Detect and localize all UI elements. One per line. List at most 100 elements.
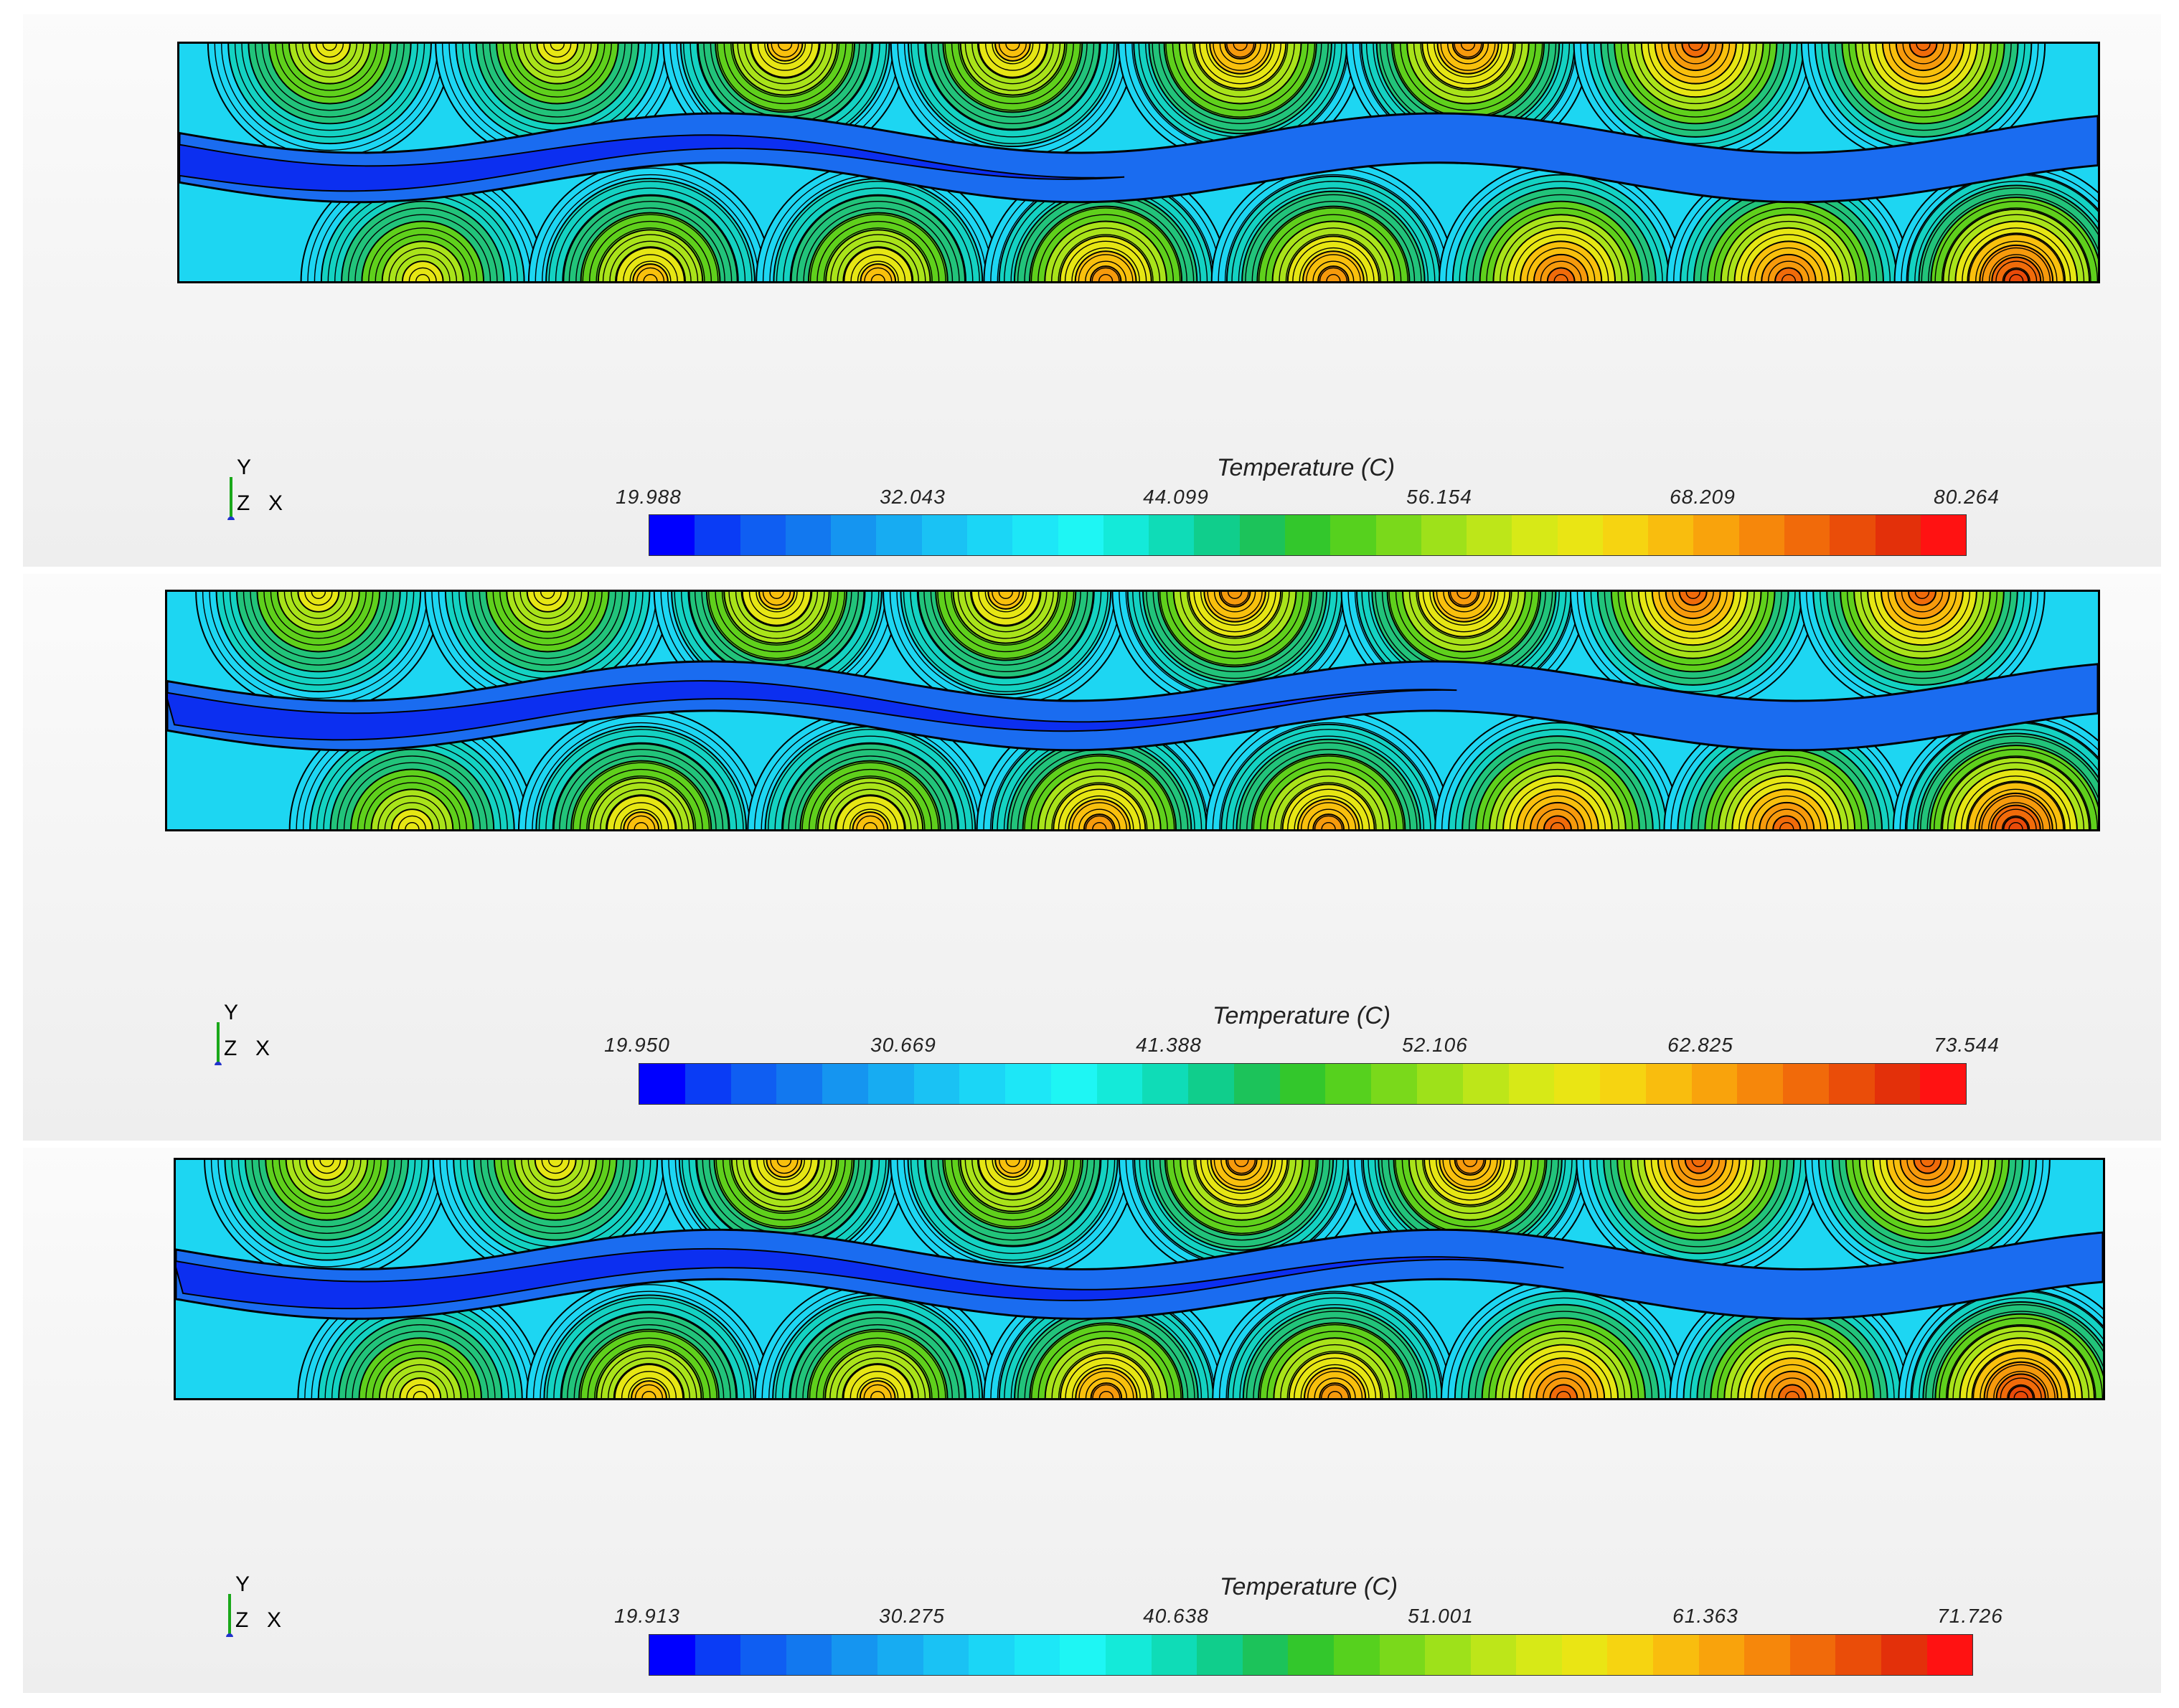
colorbar-segment <box>1333 1635 1380 1675</box>
colorbar-segment <box>1012 515 1058 555</box>
colorbar-segment <box>1284 515 1331 555</box>
axis-label-y: Y <box>224 1001 239 1024</box>
colorbar-tick: 44.099 <box>1143 486 1209 508</box>
colorbar-segment <box>1783 1064 1829 1104</box>
colorbar-segment <box>876 515 922 555</box>
colorbar-segment <box>1462 1064 1509 1104</box>
axis-label-y: Y <box>237 456 252 479</box>
colorbar-segment <box>877 1635 923 1675</box>
viewport-panel-3[interactable]: Y Z X Temperature (C) 19.913 30.275 40.6… <box>23 1148 2161 1693</box>
colorbar-segment <box>832 1635 877 1675</box>
colorbar-segment <box>1096 1064 1143 1104</box>
viewport-panel-2[interactable]: Y Z X Temperature (C) 19.950 30.669 41.3… <box>23 574 2161 1141</box>
axis-label-y: Y <box>235 1572 250 1596</box>
colorbar-segment <box>923 1635 969 1675</box>
colorbar-tick: 56.154 <box>1406 486 1472 508</box>
colorbar-segment <box>1920 1064 1967 1104</box>
colorbar-tick: 52.106 <box>1402 1034 1468 1056</box>
axis-label-z: Z <box>224 1037 237 1060</box>
colorbar-tick: 30.275 <box>879 1605 945 1627</box>
colorbar-tick: 61.363 <box>1672 1605 1738 1627</box>
colorbar-segment <box>1417 1064 1463 1104</box>
temperature-colorbar <box>639 1063 1967 1105</box>
colorbar-segment <box>740 1635 786 1675</box>
colorbar-segment <box>1607 1635 1654 1675</box>
colorbar-segment <box>785 515 832 555</box>
colorbar-tick: 19.950 <box>604 1034 670 1056</box>
colorbar-segment <box>1920 515 1967 555</box>
colorbar-segment <box>1467 515 1512 555</box>
colorbar-segment <box>1881 1635 1927 1675</box>
temperature-contour-plot <box>174 1158 2105 1400</box>
colorbar-tick: 68.209 <box>1670 486 1736 508</box>
colorbar-tick: 19.988 <box>616 486 682 508</box>
colorbar-segment <box>1425 1635 1471 1675</box>
colorbar-segment <box>1561 1635 1608 1675</box>
colorbar-segment <box>649 1635 695 1675</box>
colorbar-segment <box>1050 1064 1097 1104</box>
colorbar-segment <box>1828 1064 1875 1104</box>
colorbar-segment <box>959 1064 1006 1104</box>
colorbar-segment <box>1691 1064 1738 1104</box>
colorbar-segment <box>730 1064 777 1104</box>
colorbar-segment <box>1014 1635 1060 1675</box>
colorbar-segment <box>1103 515 1149 555</box>
colorbar-segment <box>1875 515 1921 555</box>
colorbar-tick: 19.913 <box>614 1605 680 1627</box>
colorbar-segment <box>1789 1635 1836 1675</box>
viewport-panel-1[interactable]: Y Z X Temperature (C) 19.988 32.043 44.0… <box>23 14 2161 567</box>
axis-label-x: X <box>255 1037 270 1060</box>
colorbar-segment <box>776 1064 823 1104</box>
colorbar-tick: 62.825 <box>1667 1034 1733 1056</box>
colorbar-segment <box>1188 1064 1234 1104</box>
colorbar-segment <box>1375 515 1421 555</box>
colorbar-segment <box>1279 1064 1326 1104</box>
colorbar-segment <box>1830 515 1876 555</box>
axis-triad-icon: Y Z X <box>189 1001 276 1065</box>
colorbar-segment <box>1239 515 1285 555</box>
colorbar-title: Temperature (C) <box>1212 1002 1391 1029</box>
axis-label-z: Z <box>235 1608 249 1632</box>
colorbar-segment <box>1242 1635 1289 1675</box>
colorbar-segment <box>1554 1064 1601 1104</box>
colorbar-segment <box>1421 515 1467 555</box>
colorbar-segment <box>1645 1064 1692 1104</box>
colorbar-segment <box>1835 1635 1882 1675</box>
colorbar-segment <box>1653 1635 1699 1675</box>
colorbar-segment <box>1600 1064 1646 1104</box>
temperature-colorbar <box>649 1634 1973 1676</box>
colorbar-segment <box>1698 1635 1745 1675</box>
axis-label-x: X <box>267 1608 282 1632</box>
colorbar-tick: 30.669 <box>870 1034 936 1056</box>
colorbar-segment <box>1648 515 1694 555</box>
colorbar-segment <box>1194 515 1240 555</box>
colorbar-segment <box>1926 1635 1973 1675</box>
colorbar-tick: 32.043 <box>880 486 946 508</box>
colorbar-segment <box>1738 515 1785 555</box>
colorbar-segment <box>1149 515 1195 555</box>
colorbar-segment <box>786 1635 832 1675</box>
colorbar-segment <box>1693 515 1739 555</box>
colorbar-segment <box>913 1064 960 1104</box>
colorbar-title: Temperature (C) <box>1216 454 1396 481</box>
colorbar-segment <box>695 515 740 555</box>
colorbar-segment <box>639 1064 685 1104</box>
colorbar-segment <box>1379 1635 1426 1675</box>
colorbar-tick: 71.726 <box>1937 1605 2003 1627</box>
colorbar-segment <box>1288 1635 1334 1675</box>
colorbar-segment <box>649 515 695 555</box>
colorbar-segment <box>1105 1635 1152 1675</box>
colorbar-segment <box>1142 1064 1189 1104</box>
temperature-colorbar <box>649 514 1967 556</box>
colorbar-segment <box>867 1064 914 1104</box>
colorbar-segment <box>1325 1064 1372 1104</box>
colorbar-segment <box>969 1635 1015 1675</box>
colorbar-segment <box>1330 515 1376 555</box>
colorbar-segment <box>1874 1064 1921 1104</box>
colorbar-tick: 80.264 <box>1934 486 2000 508</box>
temperature-contour-plot <box>165 590 2100 831</box>
colorbar-tick: 51.001 <box>1408 1605 1474 1627</box>
colorbar-title: Temperature (C) <box>1219 1573 1398 1600</box>
colorbar-segment <box>966 515 1013 555</box>
colorbar-segment <box>1784 515 1830 555</box>
